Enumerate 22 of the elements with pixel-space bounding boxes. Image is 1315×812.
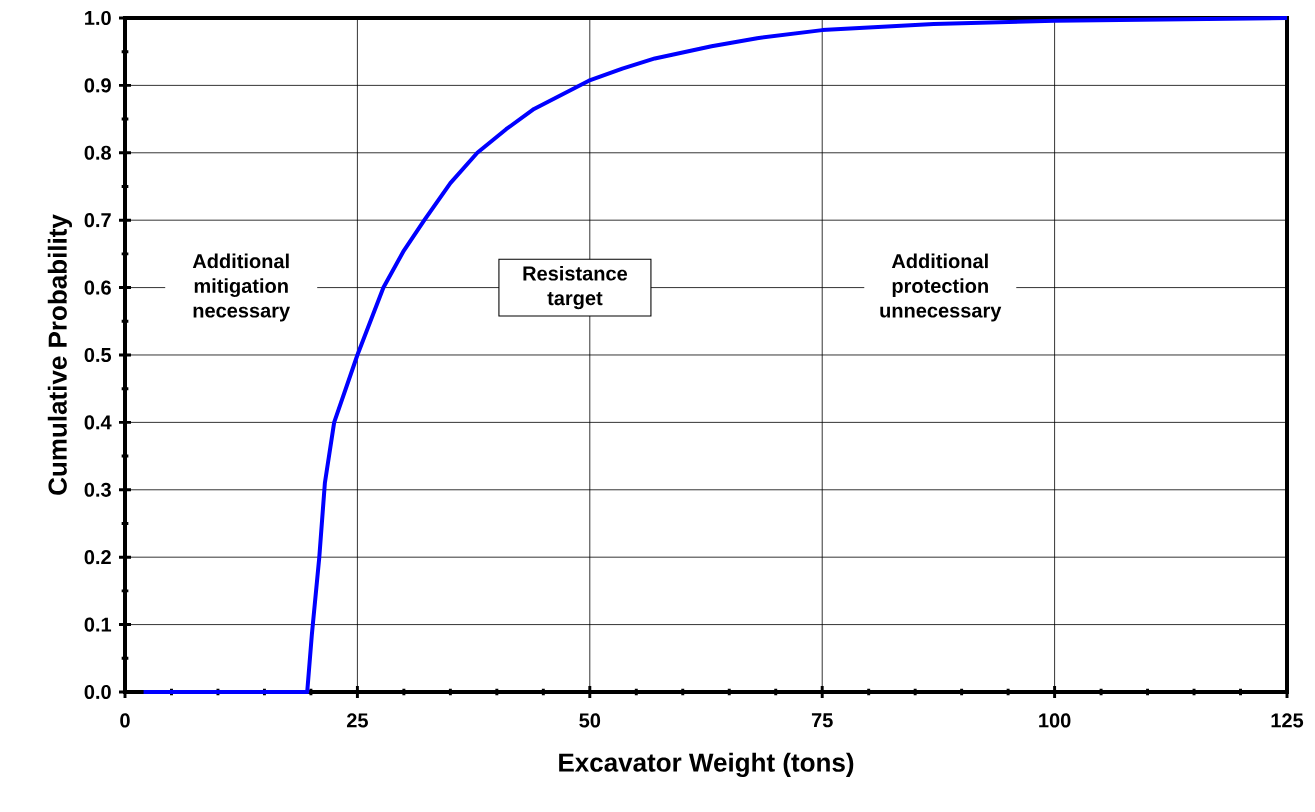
y-tick-label: 0.5 [84,347,112,363]
annotation: Resistance target [523,265,628,310]
y-tick-label: 0.3 [84,482,111,497]
x-tick-label: 75 [811,713,833,728]
x-tick-label: 125 [1271,713,1304,728]
y-tick-label: 1.0 [85,10,111,26]
y-tick-label: 0.6 [84,280,111,295]
annotation: Additional protection unnecessary [880,253,1002,322]
y-tick-label: 0.1 [84,617,112,632]
x-axis-title: Excavator Weight (tons) [559,752,854,778]
y-tick-label: 0.2 [84,550,111,565]
y-tick-label: 0.4 [84,415,112,430]
y-tick-label: 0.0 [84,684,111,700]
annotation: Additional mitigation necessary [192,253,291,322]
y-tick-label: 0.7 [84,213,111,228]
y-tick-label: 0.9 [84,78,111,93]
y-tick-label: 0.8 [84,145,111,160]
x-tick-label: 50 [579,713,601,728]
x-tick-label: 100 [1039,713,1071,728]
x-tick-label: 25 [346,713,368,728]
x-tick-label: 0 [120,713,130,728]
y-axis-title: Cumulative Probability [47,214,72,495]
